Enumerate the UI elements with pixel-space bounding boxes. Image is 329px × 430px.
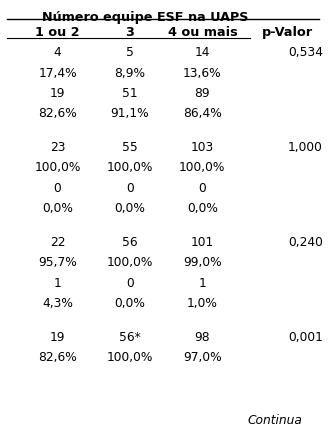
- Text: 55: 55: [122, 141, 138, 154]
- Text: 86,4%: 86,4%: [183, 107, 222, 120]
- Text: 8,9%: 8,9%: [114, 66, 145, 80]
- Text: 82,6%: 82,6%: [38, 107, 77, 120]
- Text: 4: 4: [54, 46, 62, 59]
- Text: 17,4%: 17,4%: [38, 66, 77, 80]
- Text: 0: 0: [198, 181, 206, 194]
- Text: 89: 89: [194, 87, 210, 100]
- Text: 4,3%: 4,3%: [42, 296, 73, 310]
- Text: 100,0%: 100,0%: [35, 161, 81, 174]
- Text: 13,6%: 13,6%: [183, 66, 222, 80]
- Text: 100,0%: 100,0%: [107, 350, 153, 363]
- Text: 100,0%: 100,0%: [179, 161, 225, 174]
- Text: 56: 56: [122, 235, 138, 248]
- Text: 0,0%: 0,0%: [114, 202, 145, 215]
- Text: 1: 1: [54, 276, 62, 289]
- Text: 98: 98: [194, 330, 210, 343]
- Text: 1,0%: 1,0%: [187, 296, 218, 310]
- Text: 23: 23: [50, 141, 65, 154]
- Text: 1: 1: [198, 276, 206, 289]
- Text: 100,0%: 100,0%: [107, 255, 153, 269]
- Text: 101: 101: [191, 235, 214, 248]
- Text: 99,0%: 99,0%: [183, 255, 222, 269]
- Text: 4 ou mais: 4 ou mais: [167, 26, 237, 39]
- Text: 14: 14: [194, 46, 210, 59]
- Text: 91,1%: 91,1%: [111, 107, 149, 120]
- Text: Continua: Continua: [248, 413, 303, 426]
- Text: 3: 3: [126, 26, 134, 39]
- Text: 0: 0: [126, 181, 134, 194]
- Text: 19: 19: [50, 87, 65, 100]
- Text: 1,000: 1,000: [288, 141, 323, 154]
- Text: 0: 0: [54, 181, 62, 194]
- Text: 5: 5: [126, 46, 134, 59]
- Text: 0,240: 0,240: [288, 235, 323, 248]
- Text: 0,0%: 0,0%: [187, 202, 218, 215]
- Text: 0,001: 0,001: [288, 330, 323, 343]
- Text: 56*: 56*: [119, 330, 141, 343]
- Text: 19: 19: [50, 330, 65, 343]
- Text: 22: 22: [50, 235, 65, 248]
- Text: 95,7%: 95,7%: [38, 255, 77, 269]
- Text: 103: 103: [191, 141, 214, 154]
- Text: 0,534: 0,534: [288, 46, 323, 59]
- Text: Número equipe ESF na UAPS: Número equipe ESF na UAPS: [41, 11, 248, 24]
- Text: 82,6%: 82,6%: [38, 350, 77, 363]
- Text: 100,0%: 100,0%: [107, 161, 153, 174]
- Text: 0,0%: 0,0%: [42, 202, 73, 215]
- Text: 97,0%: 97,0%: [183, 350, 222, 363]
- Text: 0,0%: 0,0%: [114, 296, 145, 310]
- Text: p-Valor: p-Valor: [262, 26, 314, 39]
- Text: 0: 0: [126, 276, 134, 289]
- Text: 51: 51: [122, 87, 138, 100]
- Text: 1 ou 2: 1 ou 2: [35, 26, 80, 39]
